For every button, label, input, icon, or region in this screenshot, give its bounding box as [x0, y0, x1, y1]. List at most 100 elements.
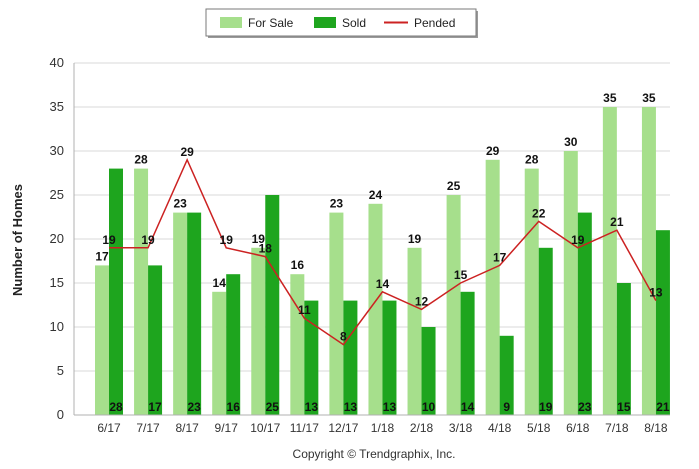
- data-label-sold: 28: [109, 400, 123, 414]
- copyright-text: Copyright © Trendgraphix, Inc.: [293, 447, 456, 461]
- data-label-sold: 13: [383, 400, 397, 414]
- axes: 0 5 10 15 20 25 30 35 40 6/17 7/17 8/17 9/17 10/17 11/…: [50, 55, 670, 435]
- bar-for-sale: [446, 195, 461, 415]
- y-tick-label: 15: [50, 275, 64, 290]
- bar-sold: [343, 300, 358, 415]
- x-tick-label: 5/18: [527, 421, 551, 435]
- data-label-sold: 16: [227, 400, 241, 414]
- data-label-sold: 25: [266, 400, 280, 414]
- bar-for-sale: [602, 107, 617, 415]
- x-tick-label: 8/18: [644, 421, 668, 435]
- bar-for-sale: [134, 168, 149, 415]
- bar-sold: [421, 327, 436, 415]
- pended-series-line: [109, 157, 657, 346]
- data-label-pended: 19: [571, 233, 585, 247]
- data-label-for-sale: 24: [369, 188, 383, 202]
- data-label-pended: 19: [141, 233, 155, 247]
- bar-sold: [655, 230, 670, 415]
- y-tick-label: 20: [50, 231, 64, 246]
- data-label-pended: 8: [340, 330, 347, 344]
- data-label-sold: 17: [148, 400, 162, 414]
- data-label-for-sale: 28: [134, 153, 148, 167]
- legend-swatch-for-sale: [220, 17, 242, 28]
- pended-line: [109, 157, 657, 346]
- bar-for-sale: [641, 107, 656, 415]
- bar-sold: [538, 247, 553, 415]
- x-tick-label: 6/17: [97, 421, 121, 435]
- y-axis-title: Number of Homes: [10, 184, 25, 296]
- legend-box: [205, 8, 477, 37]
- x-tick-label: 9/17: [215, 421, 239, 435]
- bar-for-sale: [524, 168, 539, 415]
- bar-sold: [577, 212, 592, 415]
- data-label-pended: 11: [298, 303, 311, 317]
- y-tick-label: 35: [50, 99, 64, 114]
- data-label-pended: 17: [493, 250, 507, 264]
- bar-for-sale: [173, 212, 188, 415]
- data-label-sold: 14: [461, 400, 475, 414]
- data-label-for-sale: 19: [252, 232, 266, 246]
- data-label-pended: 29: [180, 145, 194, 159]
- x-tick-label: 4/18: [488, 421, 512, 435]
- bar-sold: [499, 335, 514, 415]
- data-label-for-sale: 28: [525, 153, 539, 167]
- x-tick-label: 2/18: [410, 421, 434, 435]
- data-label-sold: 23: [187, 400, 201, 414]
- bar-sold: [616, 283, 631, 415]
- data-label-pended: 21: [610, 215, 624, 229]
- data-label-sold: 21: [656, 400, 670, 414]
- x-tick-label: 12/17: [328, 421, 358, 435]
- bar-for-sale: [407, 247, 422, 415]
- bar-sold: [382, 300, 397, 415]
- data-label-pended: 19: [220, 233, 234, 247]
- bars: [95, 107, 670, 415]
- data-label-pended: 19: [102, 233, 116, 247]
- y-tick-label: 5: [57, 363, 64, 378]
- data-label-for-sale: 25: [447, 179, 461, 193]
- y-tick-label: 40: [50, 55, 64, 70]
- x-tick-label: 11/17: [290, 421, 319, 435]
- data-label-sold: 13: [344, 400, 358, 414]
- x-tick-label: 7/18: [605, 421, 629, 435]
- bar-sold: [304, 300, 319, 415]
- bar-sold: [265, 195, 280, 415]
- data-label-for-sale: 29: [486, 144, 500, 158]
- x-tick-label: 1/18: [371, 421, 395, 435]
- bar-for-sale: [212, 291, 227, 415]
- data-label-sold: 10: [422, 400, 436, 414]
- bar-sold: [109, 168, 123, 415]
- y-tick-label: 30: [50, 143, 64, 158]
- bar-sold: [187, 212, 202, 415]
- bar-for-sale: [563, 151, 578, 415]
- y-tick-label: 10: [50, 319, 64, 334]
- data-label-pended: 14: [376, 277, 390, 291]
- x-tick-label: 10/17: [250, 421, 280, 435]
- bar-for-sale: [290, 274, 305, 415]
- data-label-for-sale: 35: [603, 91, 617, 105]
- data-label-for-sale: 23: [330, 197, 344, 211]
- data-label-sold: 9: [503, 400, 510, 414]
- legend-label-sold: Sold: [342, 16, 366, 30]
- data-label-pended: 13: [649, 286, 663, 300]
- x-tick-label: 7/17: [136, 421, 160, 435]
- data-label-for-sale: 30: [564, 135, 578, 149]
- bar-for-sale: [95, 265, 109, 415]
- legend: For Sale Sold Pended: [205, 8, 478, 38]
- data-label-for-sale: 35: [642, 91, 656, 105]
- data-label-for-sale: 19: [408, 232, 422, 246]
- bar-sold: [460, 291, 475, 415]
- data-label-for-sale: 17: [95, 249, 109, 263]
- data-label-sold: 23: [578, 400, 592, 414]
- bar-sold: [226, 274, 241, 415]
- data-label-sold: 19: [539, 400, 553, 414]
- x-tick-label: 8/17: [175, 421, 199, 435]
- bar-for-sale: [251, 247, 266, 415]
- data-label-for-sale: 16: [291, 258, 305, 272]
- data-label-pended: 15: [454, 268, 468, 282]
- data-label-pended: 18: [259, 242, 273, 256]
- y-tick-label: 25: [50, 187, 64, 202]
- legend-label-pended: Pended: [414, 16, 455, 30]
- bar-for-sale: [368, 203, 383, 415]
- bar-sold: [148, 265, 163, 415]
